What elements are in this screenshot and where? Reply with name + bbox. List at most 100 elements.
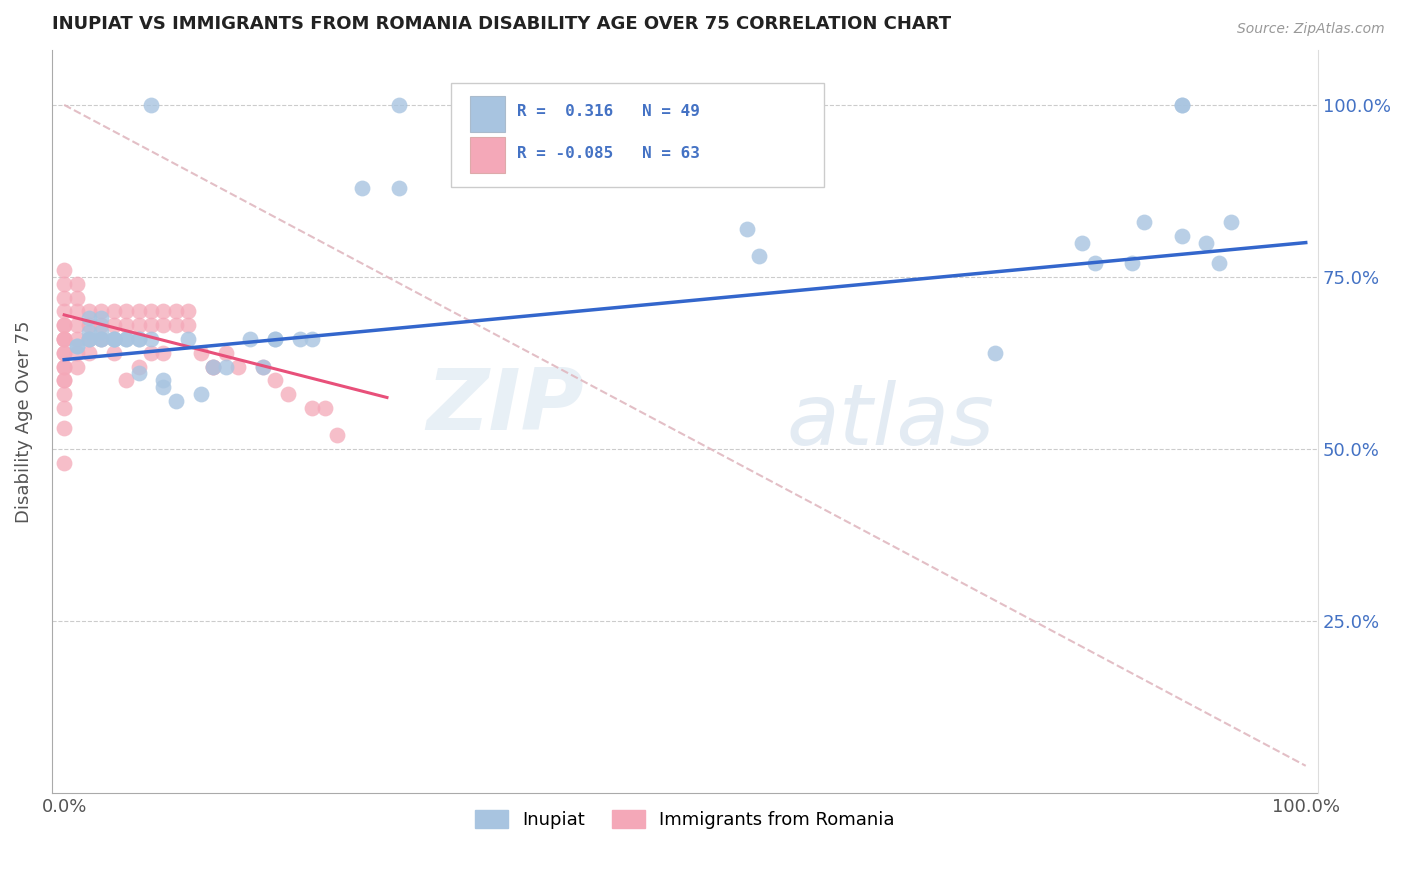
Point bbox=[177, 332, 200, 346]
Point bbox=[128, 332, 150, 346]
Y-axis label: Disability Age Over 75: Disability Age Over 75 bbox=[15, 320, 32, 523]
Point bbox=[53, 359, 76, 374]
Point bbox=[77, 332, 100, 346]
Point bbox=[90, 332, 112, 346]
Point bbox=[53, 373, 76, 387]
Point bbox=[90, 332, 112, 346]
Point bbox=[264, 373, 287, 387]
Point bbox=[214, 359, 236, 374]
Point bbox=[152, 318, 174, 333]
Point bbox=[202, 359, 225, 374]
Point bbox=[53, 332, 76, 346]
Point bbox=[128, 332, 150, 346]
Point bbox=[53, 387, 76, 401]
Point bbox=[103, 332, 125, 346]
Point bbox=[77, 325, 100, 339]
Point bbox=[53, 332, 76, 346]
Point bbox=[239, 332, 262, 346]
Point bbox=[1121, 256, 1143, 270]
Point bbox=[65, 332, 87, 346]
Point bbox=[1220, 215, 1243, 229]
Point bbox=[53, 359, 76, 374]
Point bbox=[177, 304, 200, 318]
Point bbox=[139, 98, 162, 112]
Point bbox=[190, 345, 212, 359]
Point bbox=[264, 332, 287, 346]
Point bbox=[165, 318, 187, 333]
Point bbox=[90, 332, 112, 346]
Point bbox=[103, 332, 125, 346]
Point bbox=[65, 339, 87, 353]
Point bbox=[77, 332, 100, 346]
Point bbox=[1170, 98, 1192, 112]
Point bbox=[53, 304, 76, 318]
Text: R = -0.085   N = 63: R = -0.085 N = 63 bbox=[516, 145, 699, 161]
Point bbox=[65, 339, 87, 353]
Point bbox=[115, 373, 138, 387]
Legend: Inupiat, Immigrants from Romania: Inupiat, Immigrants from Romania bbox=[468, 803, 901, 837]
Point bbox=[103, 304, 125, 318]
Point bbox=[128, 318, 150, 333]
Point bbox=[152, 373, 174, 387]
Bar bbox=[470, 136, 505, 172]
Point bbox=[190, 387, 212, 401]
Text: ZIP: ZIP bbox=[426, 365, 583, 448]
Point bbox=[128, 304, 150, 318]
Point bbox=[1170, 98, 1192, 112]
Point bbox=[165, 393, 187, 408]
Point bbox=[53, 332, 76, 346]
Point bbox=[90, 304, 112, 318]
Point bbox=[103, 318, 125, 333]
Point bbox=[152, 380, 174, 394]
Bar bbox=[470, 96, 505, 132]
Point bbox=[152, 345, 174, 359]
Point bbox=[65, 277, 87, 291]
Point bbox=[1170, 228, 1192, 243]
Point bbox=[53, 277, 76, 291]
Point bbox=[90, 311, 112, 326]
Point bbox=[65, 304, 87, 318]
Point bbox=[139, 332, 162, 346]
Point bbox=[202, 359, 225, 374]
Point bbox=[115, 332, 138, 346]
Point bbox=[77, 318, 100, 333]
Point bbox=[1071, 235, 1094, 250]
Point bbox=[139, 318, 162, 333]
Text: atlas: atlas bbox=[786, 380, 994, 463]
Point bbox=[314, 401, 336, 415]
Text: Source: ZipAtlas.com: Source: ZipAtlas.com bbox=[1237, 22, 1385, 37]
Point bbox=[352, 180, 374, 194]
Point bbox=[115, 318, 138, 333]
Point bbox=[165, 304, 187, 318]
Point bbox=[128, 359, 150, 374]
Point bbox=[288, 332, 311, 346]
Point bbox=[152, 304, 174, 318]
Point bbox=[226, 359, 249, 374]
Point bbox=[77, 345, 100, 359]
Point bbox=[1084, 256, 1107, 270]
Point bbox=[53, 345, 76, 359]
Point bbox=[177, 318, 200, 333]
Point bbox=[984, 345, 1007, 359]
FancyBboxPatch shape bbox=[451, 83, 824, 187]
Point bbox=[388, 180, 411, 194]
Point bbox=[65, 345, 87, 359]
Point bbox=[65, 318, 87, 333]
Point bbox=[735, 222, 758, 236]
Point bbox=[115, 332, 138, 346]
Point bbox=[53, 318, 76, 333]
Point bbox=[748, 249, 770, 263]
Point bbox=[103, 345, 125, 359]
Point bbox=[202, 359, 225, 374]
Point bbox=[65, 359, 87, 374]
Text: R =  0.316   N = 49: R = 0.316 N = 49 bbox=[516, 104, 699, 119]
Point bbox=[128, 367, 150, 381]
Point bbox=[53, 421, 76, 435]
Point bbox=[326, 428, 349, 442]
Point bbox=[103, 332, 125, 346]
Point bbox=[90, 318, 112, 333]
Point bbox=[1195, 235, 1218, 250]
Point bbox=[77, 332, 100, 346]
Point bbox=[77, 304, 100, 318]
Point bbox=[53, 373, 76, 387]
